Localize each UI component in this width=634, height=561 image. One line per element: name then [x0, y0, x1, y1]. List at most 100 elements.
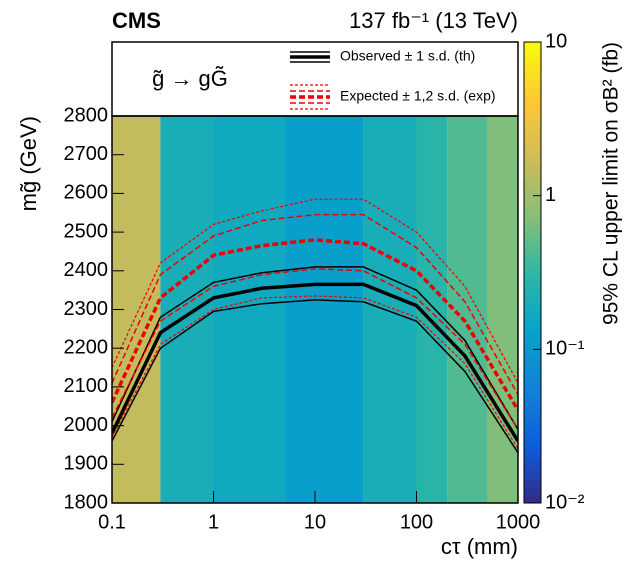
limit-line [112, 268, 518, 430]
z-tick-label: 10⁻² [545, 491, 585, 513]
x-tick-label: 1000 [496, 511, 541, 533]
colorbar-step [524, 111, 541, 120]
limit-line [112, 282, 518, 443]
x-tick-label: 0.1 [98, 511, 126, 533]
colorbar-step [524, 234, 541, 243]
colorbar-step [524, 433, 541, 443]
y-axis-title: mg̃ (GeV) [16, 116, 41, 211]
z-tick-label: 10 [545, 30, 567, 52]
colorbar-step [524, 295, 541, 304]
curves [112, 198, 518, 454]
y-tick-label: 2500 [64, 220, 109, 242]
colorbar-step [524, 280, 541, 289]
colorbar-step [524, 49, 541, 58]
z-tick-label: 1 [545, 184, 556, 206]
experiment: CMS [112, 8, 161, 33]
colorbar-step [524, 333, 541, 343]
colorbar-step [524, 426, 541, 435]
legend-box [111, 41, 519, 117]
colorbar-step [524, 180, 541, 189]
colorbar-step [524, 164, 541, 174]
x-tick-label: 100 [400, 511, 433, 533]
colorbar-step [524, 57, 541, 66]
heat-cell [160, 116, 214, 503]
y-tick-label: 2100 [64, 375, 109, 397]
colorbar-step [524, 495, 541, 504]
process: g̃ → gG̃ [152, 66, 228, 91]
colorbar-step [524, 303, 541, 312]
y-tick-label: 2300 [64, 298, 109, 320]
colorbar-step [524, 203, 541, 212]
x-tick-label: 10 [304, 511, 326, 533]
colorbar-step [524, 72, 541, 81]
luminosity: 137 fb⁻¹ (13 TeV) [349, 8, 518, 33]
colorbar-step [524, 387, 541, 396]
y-tick-label: 2800 [64, 104, 109, 126]
colorbar-step [524, 218, 541, 227]
z-tick-label: 10⁻¹ [545, 338, 585, 360]
colorbar-step [524, 257, 541, 266]
colorbar-step [524, 42, 541, 51]
colorbar: 10⁻² 10⁻¹ 1 10 [523, 30, 585, 513]
x-tick-label: 1 [208, 511, 219, 533]
y-tick-label: 2600 [64, 182, 109, 204]
x-axis-title: cτ (mm) [441, 534, 518, 559]
colorbar-step [524, 410, 541, 419]
colorbar-step [524, 249, 541, 258]
colorbar-step [524, 65, 541, 74]
z-axis-title: 95% CL upper limit on σB² (fb) [600, 42, 623, 325]
colorbar-step [524, 241, 541, 250]
limit-line [112, 198, 518, 384]
heat-cell [487, 116, 518, 503]
colorbar-step [524, 141, 541, 151]
colorbar-step [524, 172, 541, 181]
legend-label: Observed ± 1 s.d. (th) [340, 48, 475, 64]
colorbar-step [524, 80, 541, 89]
colorbar-step [524, 372, 541, 381]
colorbar-step [524, 264, 541, 273]
y-tick-label: 2000 [64, 414, 109, 436]
colorbar-step [524, 326, 541, 335]
colorbar-step [524, 126, 541, 135]
colorbar-step [524, 479, 541, 489]
heat-cell [363, 116, 417, 503]
colorbar-step [524, 272, 541, 281]
colorbar-step [524, 195, 541, 204]
colorbar-step [524, 364, 541, 373]
colorbar-frame [523, 41, 542, 504]
heatmap [112, 116, 518, 503]
y-tick-label: 1800 [64, 491, 109, 513]
colorbar-step [524, 441, 541, 450]
colorbar-step [524, 287, 541, 297]
heat-cell [447, 116, 488, 503]
limit-line [112, 299, 518, 454]
colorbar-step [524, 157, 541, 166]
colorbar-step [524, 211, 541, 220]
colorbar-step [524, 456, 541, 466]
y-tick-label: 2200 [64, 336, 109, 358]
colorbar-step [524, 403, 541, 412]
y-tick-label: 1900 [64, 453, 109, 475]
limit-line [112, 213, 518, 396]
heat-cell [284, 116, 364, 503]
limit-line [112, 295, 518, 450]
colorbar-step [524, 487, 541, 496]
colorbar-step [524, 357, 541, 366]
colorbar-step [524, 464, 541, 473]
colorbar-step [524, 95, 541, 104]
colorbar-step [524, 395, 541, 404]
colorbar-step [524, 449, 541, 458]
limit-line [112, 266, 518, 430]
colorbar-step [524, 226, 541, 235]
colorbar-step [524, 418, 541, 427]
colorbar-step [524, 310, 541, 320]
limit-line [112, 238, 518, 412]
colorbar-step [524, 88, 541, 97]
colorbar-step [524, 380, 541, 389]
y-tick-label: 2400 [64, 259, 109, 281]
colorbar-step [524, 149, 541, 158]
colorbar-step [524, 472, 541, 481]
colorbar-step [524, 187, 541, 197]
colorbar-step [524, 318, 541, 327]
